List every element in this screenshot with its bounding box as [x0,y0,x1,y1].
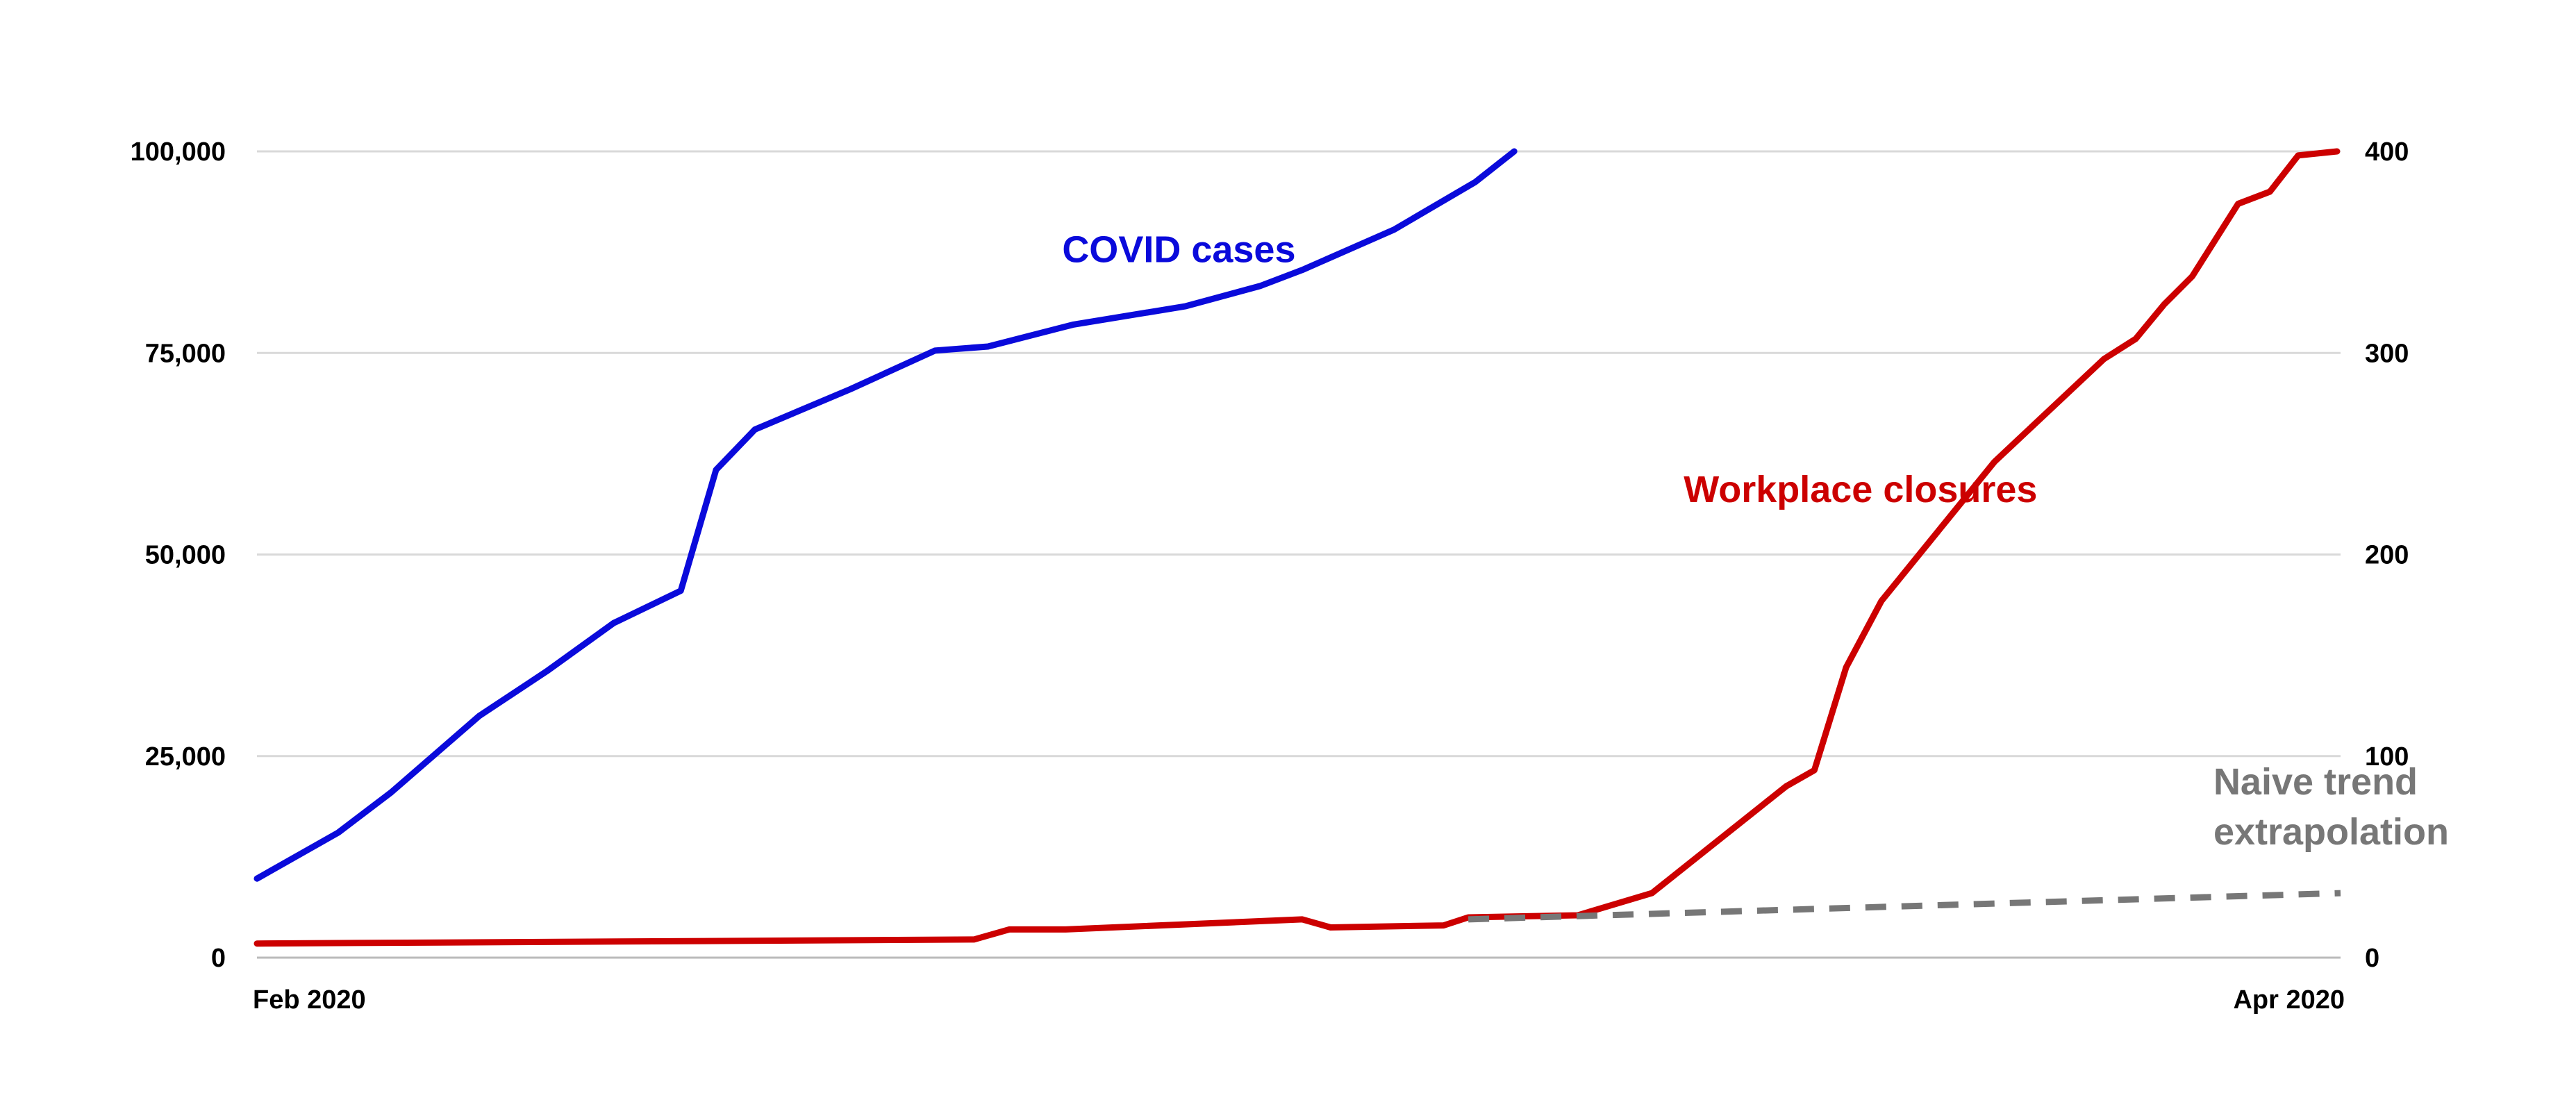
left-y-axis: 0 25,000 50,000 75,000 100,000 [131,138,226,973]
right-y-tick-label: 300 [2365,339,2409,368]
right-y-axis: 0 100 200 300 400 [2365,138,2409,973]
right-y-tick-label: 200 [2365,541,2409,570]
series-label-workplace-closures: Workplace closures [1684,469,2037,510]
x-axis: Feb 2020 Apr 2020 [253,985,2345,1015]
series-labels: COVID cases Workplace closures Naive trend… [1062,229,2449,853]
series-line-covid-cases [254,148,1518,882]
gridlines [257,150,2341,959]
right-y-tick-label: 0 [2365,944,2379,973]
left-y-tick-label: 0 [211,944,226,973]
series-line-workplace-closures [254,148,2341,947]
left-y-tick-label: 50,000 [145,541,226,570]
left-y-tick-label: 100,000 [131,138,226,167]
right-y-tick-label: 400 [2365,138,2409,167]
right-y-tick-label: 100 [2365,742,2409,772]
series-line-naive-trend-extrapolation [1468,890,2341,923]
series-lines [254,148,2341,947]
left-y-tick-label: 75,000 [145,339,226,368]
series-label-covid-cases: COVID cases [1062,229,1295,271]
series-label-naive-trend-extrapolation: Naive trend extrapolation [2213,761,2449,853]
x-tick-label: Feb 2020 [253,985,366,1015]
x-tick-label: Apr 2020 [2233,985,2345,1015]
left-y-tick-label: 25,000 [145,742,226,772]
